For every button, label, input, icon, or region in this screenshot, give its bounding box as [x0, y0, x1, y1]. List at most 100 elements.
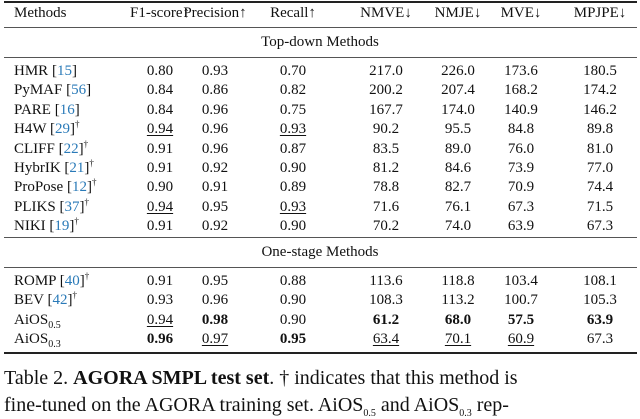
metric-value: 0.91 [201, 179, 229, 196]
section-rule [4, 57, 637, 58]
metric-value: 71.6 [372, 198, 400, 215]
metric-value: 89.8 [586, 121, 614, 138]
method-label: H4W [14, 121, 47, 138]
method-name: PyMAF [56] [14, 82, 92, 99]
column-header: NMJE↓ [434, 5, 482, 21]
metric-value: 81.2 [372, 160, 400, 176]
table-row: PLIKS [37]† 0.94 0.95 0.93 71.6 76.1 67.3 71.5 [0, 196, 640, 217]
metric-value: 82.7 [444, 179, 472, 196]
metric-value: 0.91 [146, 273, 174, 289]
method-name: PLIKS [37]† [14, 196, 89, 215]
dagger-mark: † [74, 216, 79, 227]
citation-link[interactable]: 40 [64, 273, 80, 289]
caption-text: fine-tuned on the AGORA training set. Ai… [4, 394, 364, 416]
table-row: NIKI [19]† 0.91 0.92 0.90 70.2 74.0 63.9 67.3 [0, 217, 640, 236]
citation-link[interactable]: 37 [64, 198, 80, 215]
method-name: AiOS0.5 [14, 311, 61, 331]
metric-value: 67.3 [586, 218, 614, 235]
metric-value: 113.6 [369, 273, 403, 289]
metric-value: 0.93 [279, 121, 307, 138]
metric-value: 63.9 [586, 311, 614, 328]
column-header: NMVE↓ [360, 5, 412, 21]
table-row: HMR [15] 0.80 0.93 0.70 217.0 226.0 173.6 180.5 [0, 62, 640, 81]
metric-value: 84.6 [444, 160, 472, 176]
dagger-mark: † [84, 271, 90, 281]
citation-link[interactable]: 22 [63, 140, 79, 157]
metric-value: 70.9 [507, 179, 535, 196]
method-label: ProPose [14, 179, 64, 196]
table-row: ROMP [40]† 0.91 0.95 0.88 113.6 118.8 103.4 108… [0, 272, 640, 291]
metric-value: 60.9 [507, 331, 535, 348]
caption-text: and AiOS [375, 394, 460, 416]
column-header: Methods [14, 5, 67, 21]
metric-value: 173.6 [504, 63, 538, 79]
section-title-one-stage: One-stage Methods [261, 244, 379, 260]
citation-link[interactable]: 21 [69, 160, 85, 176]
caption-subscript: 0.3 [459, 408, 472, 419]
metric-value: 0.94 [146, 121, 174, 138]
citation-link[interactable]: 42 [52, 292, 68, 309]
section-rule [4, 267, 637, 268]
metric-value: 0.82 [279, 82, 307, 99]
method-label: AiOS [14, 311, 49, 328]
table-header: Methods F1-score↑ Precision↑ Recall↑ NMVE↓ NM… [0, 4, 640, 23]
table-row: PARE [16] 0.84 0.96 0.75 167.7 174.0 140.9 146.… [0, 101, 640, 120]
metric-value: 0.94 [146, 198, 174, 215]
metric-value: 71.5 [586, 198, 614, 215]
method-label: PLIKS [14, 198, 56, 215]
metric-value: 0.84 [146, 101, 174, 118]
method-name: ROMP [40]† [14, 271, 90, 290]
bottom-rule [4, 352, 637, 354]
metric-value: 77.0 [586, 160, 614, 176]
metric-value: 0.88 [279, 273, 307, 289]
metric-value: 0.90 [279, 160, 307, 176]
metric-value: 0.84 [146, 82, 174, 99]
citation-link[interactable]: 12 [71, 179, 87, 196]
caption-subscript: 0.5 [363, 408, 376, 419]
method-name: CLIFF [22]† [14, 138, 89, 157]
table-caption: Table 2. AGORA SMPL test set. † indicate… [4, 365, 518, 391]
caption-label: Table 2. [4, 367, 69, 389]
method-label: BEV [14, 292, 44, 309]
table-row: CLIFF [22]† 0.91 0.96 0.87 83.5 89.0 76.0 81.0 [0, 138, 640, 159]
citation-link[interactable]: 29 [54, 121, 70, 138]
column-header: Precision↑ [183, 5, 247, 21]
method-name: HMR [15] [14, 63, 77, 79]
metric-value: 0.75 [279, 101, 307, 118]
method-label: HMR [14, 63, 49, 79]
top-rule [4, 1, 637, 3]
method-name: ProPose [12]† [14, 177, 97, 196]
citation-link[interactable]: 15 [56, 63, 72, 79]
metric-value: 0.96 [146, 331, 174, 348]
method-subscript: 0.3 [48, 339, 61, 351]
metric-value: 0.95 [279, 331, 307, 348]
metric-value: 0.80 [146, 63, 174, 79]
metric-value: 168.2 [504, 82, 538, 99]
method-name: PARE [16] [14, 101, 80, 118]
metric-value: 74.4 [586, 179, 614, 196]
metric-value: 0.98 [201, 311, 229, 328]
method-label: HybrIK [14, 160, 61, 176]
metric-value: 67.3 [586, 331, 614, 348]
metric-value: 83.5 [372, 140, 400, 157]
method-label: ROMP [14, 273, 56, 289]
metric-value: 0.87 [279, 140, 307, 157]
metric-value: 0.91 [146, 140, 174, 157]
citation-link[interactable]: 19 [54, 218, 70, 235]
metric-value: 108.3 [369, 292, 403, 309]
metric-value: 0.93 [279, 198, 307, 215]
metric-value: 0.97 [201, 331, 229, 348]
metric-value: 0.90 [146, 179, 174, 196]
metric-value: 0.90 [279, 292, 307, 309]
citation-link[interactable]: 56 [71, 82, 87, 99]
method-label: PyMAF [14, 82, 63, 99]
method-name: NIKI [19]† [14, 216, 79, 235]
metric-value: 0.93 [146, 292, 174, 309]
metric-value: 0.90 [279, 311, 307, 328]
metric-value: 103.4 [504, 273, 538, 289]
metric-value: 0.91 [146, 160, 174, 176]
dagger-mark: † [84, 196, 89, 207]
citation-link[interactable]: 16 [59, 101, 75, 118]
metric-value: 113.2 [441, 292, 475, 309]
method-name: HybrIK [21]† [14, 158, 94, 177]
